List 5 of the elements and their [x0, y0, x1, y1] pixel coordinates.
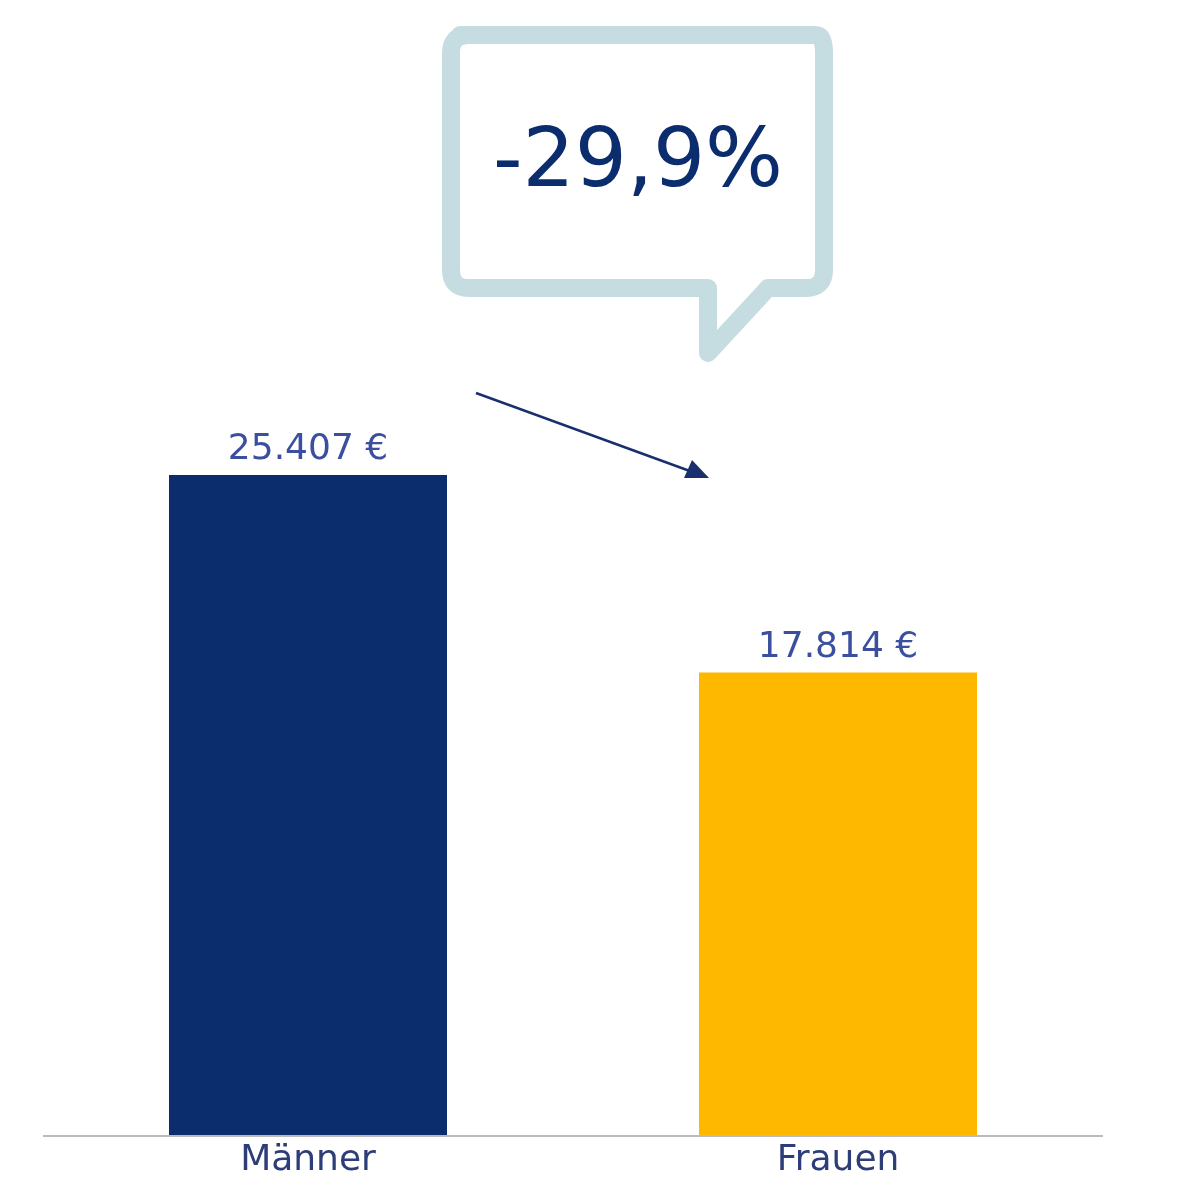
data-label: 25.407 € — [227, 426, 389, 467]
text: -29,9% — [492, 110, 784, 205]
data-label: 17.814 € — [757, 623, 919, 665]
x-tick-label: Männer — [240, 1136, 377, 1178]
x-tick-label: Frauen — [776, 1136, 900, 1178]
